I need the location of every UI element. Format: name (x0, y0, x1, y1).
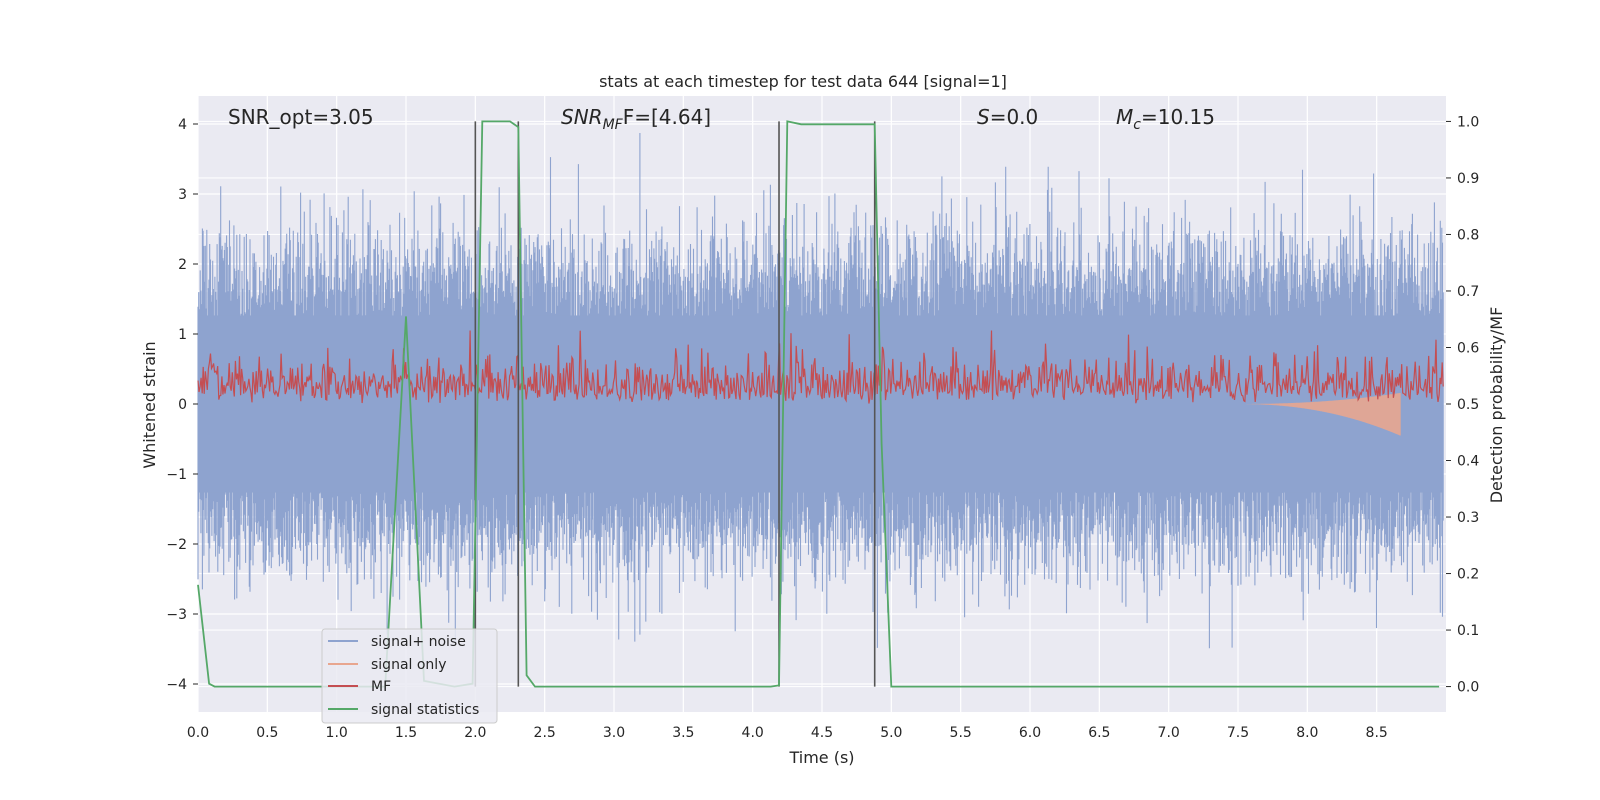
y-tick-label: −3 (166, 607, 187, 623)
y2-tick-label: 1.0 (1457, 114, 1479, 130)
x-tick-label: 1.5 (395, 725, 417, 741)
y2-tick-label: 0.7 (1457, 284, 1479, 300)
x-tick-label: 3.5 (672, 725, 694, 741)
x-tick-label: 5.5 (950, 725, 972, 741)
x-tick-label: 7.0 (1158, 725, 1180, 741)
series-signal-only (1246, 393, 1401, 436)
x-tick-label: 8.5 (1366, 725, 1388, 741)
legend-label-mf: MF (371, 679, 391, 695)
x-tick-label: 6.0 (1019, 725, 1041, 741)
x-tick-label: 3.0 (603, 725, 625, 741)
vertical-markers (474, 121, 876, 687)
x-tick-label: 6.5 (1088, 725, 1110, 741)
y-tick-label: −1 (166, 467, 187, 483)
y-tick-label: 4 (178, 117, 187, 133)
annotation-mc-main: M (1116, 105, 1133, 129)
y2-tick-label: 0.2 (1457, 567, 1479, 583)
annotation-snr-opt: SNR_opt=3.05 (228, 105, 374, 129)
legend-label-signal-noise: signal+ noise (371, 634, 466, 650)
signal-statistics-line (197, 120, 1440, 688)
y2-axis-label: Detection probability/MF (1487, 307, 1506, 504)
y-tick-label: 2 (178, 257, 187, 273)
annotation-snr-mf-sub: MF (603, 117, 624, 133)
annotation-mc-sub: c (1133, 117, 1141, 133)
series-signal-noise (197, 133, 1444, 649)
y2-tick-label: 0.1 (1457, 623, 1479, 639)
y-tick-label: 0 (178, 397, 187, 413)
series-mf (197, 330, 1444, 404)
legend-label-signal-only: signal only (371, 657, 446, 673)
x-tick-label: 8.0 (1296, 725, 1318, 741)
y-tick-label: 3 (178, 187, 187, 203)
y-tick-label: 1 (178, 327, 187, 343)
annotation-snr-mf-rest: F=[4.64] (623, 105, 711, 129)
x-tick-label: 1.0 (326, 725, 348, 741)
x-tick-label: 0.5 (256, 725, 278, 741)
annotation-s-rest: =0.0 (990, 105, 1039, 129)
x-tick-label: 2.0 (464, 725, 486, 741)
x-tick-label: 5.0 (880, 725, 902, 741)
annotation-s-italic: S (977, 105, 990, 129)
y-tick-label: −4 (166, 677, 187, 693)
y2-tick-label: 0.5 (1457, 397, 1479, 413)
x-axis-label: Time (s) (788, 748, 854, 767)
y2-tick-label: 0.6 (1457, 340, 1479, 356)
x-tick-label: 4.5 (811, 725, 833, 741)
legend-box (321, 628, 498, 724)
y2-tick-label: 0.8 (1457, 227, 1479, 243)
y2-tick-label: 0.3 (1457, 510, 1479, 526)
annotation-snr-mf: SNRMFF=[4.64] (561, 105, 711, 133)
annotation-mc-rest: =10.15 (1141, 105, 1215, 129)
x-tick-label: 4.0 (742, 725, 764, 741)
y2-tick-label: 0.9 (1457, 171, 1479, 187)
x-tick-label: 0.0 (187, 725, 209, 741)
y-axis-ticks: 4 3 2 1 0 −1 −2 −3 −4 (166, 117, 198, 693)
chart-title: stats at each timestep for test data 644… (599, 72, 1007, 91)
x-tick-label: 7.5 (1227, 725, 1249, 741)
signal-only-line (1246, 393, 1401, 436)
mf-line (197, 330, 1444, 404)
annotation-snr-mf-main: SNR (561, 105, 603, 129)
annotation-s: S=0.0 (977, 105, 1038, 129)
signal-noise-core (198, 315, 1444, 493)
legend-label-signal-statistics: signal statistics (371, 702, 479, 718)
x-tick-label: 2.5 (534, 725, 556, 741)
annotation-mc: Mc=10.15 (1116, 105, 1215, 133)
y2-tick-label: 0.4 (1457, 454, 1479, 470)
y2-axis-ticks: 1.0 0.9 0.8 0.7 0.6 0.5 0.4 0.3 0.2 0.1 0.0 (1446, 114, 1479, 696)
y-axis-label: Whitened strain (140, 341, 159, 468)
y-tick-label: −2 (166, 537, 187, 553)
legend: signal+ noise signal only MF signal stat… (321, 628, 498, 724)
x-axis-ticks: 0.0 0.5 1.0 1.5 2.0 2.5 3.0 3.5 4.0 4.5 5.0 5.5 6.0 6… (187, 725, 1388, 741)
series-signal-statistics (197, 120, 1440, 688)
y2-tick-label: 0.0 (1457, 680, 1479, 696)
